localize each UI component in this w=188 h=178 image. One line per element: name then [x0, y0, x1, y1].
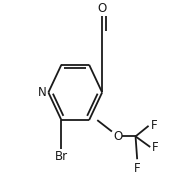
Text: O: O: [113, 130, 122, 143]
Text: F: F: [134, 162, 140, 175]
Text: Br: Br: [55, 150, 68, 163]
Text: F: F: [151, 119, 157, 132]
Text: O: O: [98, 2, 107, 15]
Text: F: F: [152, 140, 159, 153]
Text: N: N: [38, 86, 47, 99]
